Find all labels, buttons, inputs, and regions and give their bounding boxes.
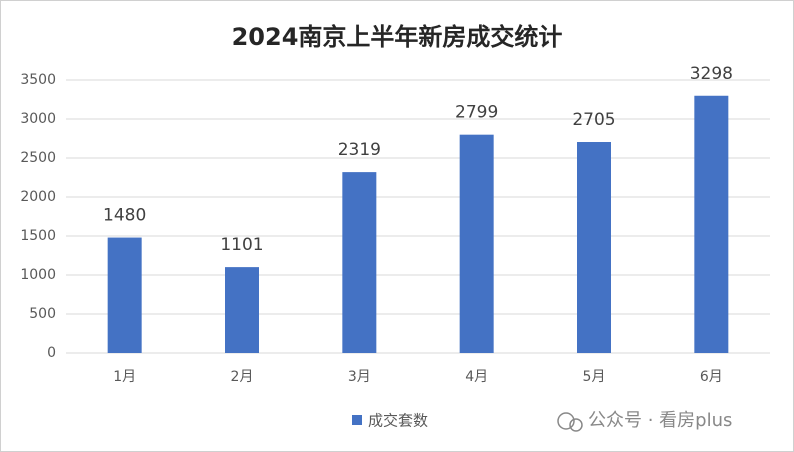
bar — [225, 267, 259, 353]
chart-title: 2024南京上半年新房成交统计 — [232, 23, 563, 51]
data-label: 2705 — [572, 110, 615, 130]
watermark-text: 公众号 · 看房plus — [588, 410, 732, 431]
x-tick-label: 5月 — [583, 369, 606, 385]
y-tick-label: 3500 — [20, 72, 56, 88]
legend-label: 成交套数 — [368, 412, 428, 430]
bar — [342, 172, 377, 353]
data-label: 2799 — [455, 103, 498, 123]
y-tick-label: 2500 — [20, 150, 56, 166]
data-label: 3298 — [690, 64, 733, 84]
watermark-icon — [569, 418, 583, 432]
y-tick-label: 0 — [47, 345, 56, 361]
y-tick-label: 1500 — [20, 228, 56, 244]
legend-swatch — [352, 415, 362, 425]
bar — [577, 142, 611, 353]
watermark: 公众号 · 看房plus — [557, 410, 732, 432]
data-label: 1101 — [220, 235, 263, 255]
x-tick-label: 2月 — [231, 369, 254, 385]
watermark-icon — [557, 412, 575, 430]
y-tick-label: 500 — [29, 306, 56, 322]
x-tick-label: 1月 — [113, 369, 136, 385]
data-label: 1480 — [103, 206, 146, 226]
bar — [459, 134, 494, 353]
y-tick-label: 3000 — [20, 111, 56, 127]
data-label: 2319 — [338, 140, 381, 160]
bar — [694, 95, 729, 354]
y-tick-label: 1000 — [20, 267, 56, 283]
x-tick-label: 3月 — [348, 369, 371, 385]
x-tick-label: 4月 — [465, 369, 488, 385]
bar — [107, 237, 142, 353]
y-tick-label: 2000 — [20, 189, 56, 205]
x-tick-label: 6月 — [700, 369, 723, 385]
